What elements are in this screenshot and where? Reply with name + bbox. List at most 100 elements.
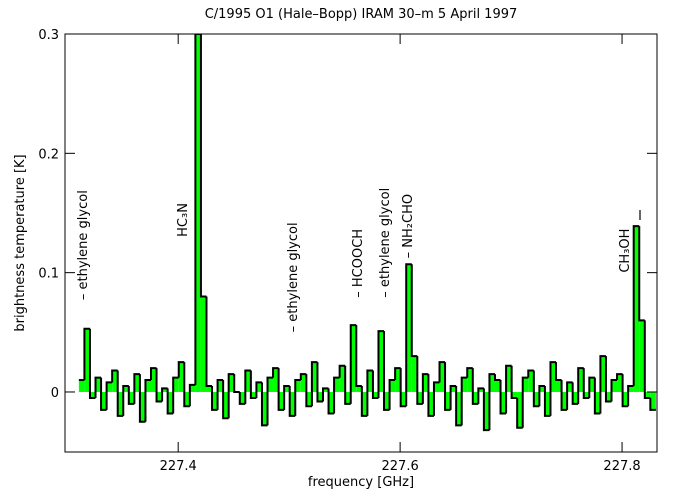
channel-fill — [644, 391, 651, 398]
channel-fill — [622, 391, 629, 407]
channel-fill — [223, 391, 229, 419]
channel-step — [510, 365, 518, 399]
channel-fill — [384, 391, 390, 410]
channel-step — [188, 383, 196, 407]
channel-step — [604, 356, 612, 403]
channel-fill — [600, 356, 606, 392]
channel-step — [205, 296, 213, 388]
channel-step — [161, 387, 168, 402]
channel-step — [333, 376, 340, 414]
channel-fill — [639, 320, 645, 392]
channel-step — [294, 379, 301, 416]
channel-fill — [489, 374, 495, 392]
channel-step — [499, 380, 507, 415]
channel-step — [643, 320, 651, 399]
channel-fill — [500, 391, 507, 414]
line-label: – HCOOCH — [351, 229, 366, 298]
channel-fill — [239, 391, 246, 404]
channel-step — [222, 380, 229, 420]
y-axis-label: brightness temperature [K] — [13, 154, 28, 331]
channel-step — [505, 364, 512, 414]
channel-fill — [450, 386, 457, 392]
channel-step — [649, 397, 656, 411]
channel-fill — [372, 391, 379, 398]
channel-step — [349, 324, 357, 404]
channel-step — [588, 376, 595, 398]
channel-step — [316, 362, 323, 403]
channel-step — [305, 374, 312, 408]
channel-step — [438, 361, 446, 383]
channel-step — [471, 368, 479, 405]
channel-step — [283, 385, 290, 410]
channel-fill — [167, 391, 174, 414]
channel-step — [432, 381, 440, 416]
channel-fill — [273, 368, 279, 392]
channel-fill — [472, 391, 479, 404]
channel-fill — [289, 391, 296, 416]
channel-fill — [284, 386, 290, 392]
channel-step — [493, 374, 501, 382]
channel-fill — [178, 362, 185, 392]
channel-fill — [367, 370, 373, 392]
channel-fill — [295, 380, 301, 392]
channel-fill — [650, 391, 656, 410]
channel-step — [338, 364, 346, 378]
channel-fill — [445, 391, 451, 410]
channel-step — [310, 361, 318, 407]
channel-step — [138, 374, 146, 423]
channel-step — [416, 356, 423, 405]
channel-step — [488, 373, 495, 431]
channel-fill — [95, 377, 102, 392]
channel-step — [94, 376, 102, 398]
x-tick-label: 227.4 — [160, 459, 197, 474]
channel-fill — [556, 380, 562, 392]
channel-step — [299, 373, 307, 381]
channel-step — [272, 367, 279, 378]
channel-step — [227, 373, 235, 419]
channel-step — [394, 367, 401, 381]
channel-fill — [139, 391, 146, 422]
channel-step — [194, 34, 201, 385]
channel-step — [427, 374, 434, 417]
channel-fill — [123, 386, 129, 392]
channel-fill — [483, 391, 490, 431]
channel-fill — [78, 380, 85, 392]
channel-step — [133, 373, 140, 404]
plot-area — [78, 34, 656, 432]
channel-step — [321, 387, 329, 402]
channel-step — [571, 382, 579, 405]
channel-fill — [128, 391, 135, 404]
channel-fill — [150, 368, 157, 392]
channel-fill — [162, 388, 168, 392]
channel-fill — [217, 380, 224, 392]
channel-fill — [428, 391, 434, 416]
channel-fill — [589, 377, 595, 392]
channel-step — [244, 369, 251, 404]
line-label: – ethylene glycol — [378, 188, 393, 298]
channel-step — [521, 376, 529, 428]
channel-step — [277, 368, 285, 411]
channel-step — [455, 386, 462, 427]
channel-fill — [550, 362, 557, 392]
channel-fill — [350, 325, 357, 392]
channel-fill — [145, 380, 151, 392]
channel-step — [466, 367, 473, 378]
channel-fill — [478, 388, 484, 392]
channel-fill — [628, 386, 634, 392]
channel-step — [549, 361, 557, 416]
channel-fill — [533, 391, 540, 407]
channel-fill — [389, 380, 396, 392]
channel-step — [288, 386, 296, 417]
channel-step — [116, 370, 124, 417]
channel-fill — [212, 391, 218, 410]
channel-fill — [195, 34, 201, 392]
channel-fill — [378, 331, 385, 392]
channel-step — [183, 362, 190, 408]
channel-fill — [156, 391, 163, 402]
channel-fill — [261, 391, 268, 426]
channel-step — [371, 370, 379, 399]
channel-fill — [433, 382, 440, 392]
channel-step — [144, 379, 151, 422]
channel-fill — [572, 391, 579, 404]
line-label: – ethylene glycol — [76, 190, 91, 300]
